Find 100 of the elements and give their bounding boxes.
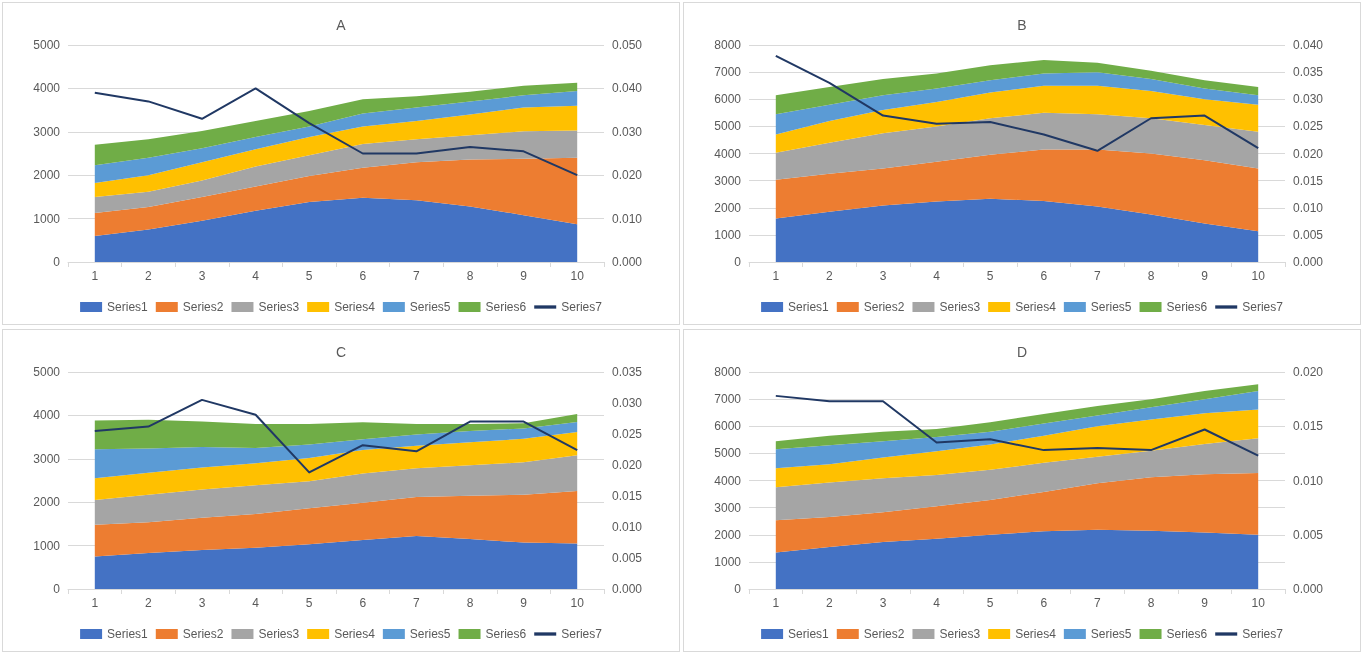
- legend-label: Series7: [1242, 300, 1284, 314]
- x-tick-label: 1: [91, 596, 99, 610]
- x-tick-label: 6: [1040, 269, 1048, 283]
- y2-tick-label: 0.010: [612, 520, 643, 534]
- x-tick-label: 10: [570, 269, 585, 283]
- legend-label: Series3: [939, 627, 981, 641]
- chart-title: A: [336, 17, 347, 33]
- y2-tick-label: 0.000: [1293, 582, 1324, 596]
- x-tick-label: 8: [1147, 596, 1155, 610]
- x-tick-label: 3: [879, 596, 887, 610]
- y2-tick-label: 0.035: [612, 365, 643, 379]
- legend-label: Series4: [1015, 300, 1057, 314]
- y2-tick-label: 0.005: [1293, 527, 1324, 542]
- legend-label: Series1: [788, 627, 830, 641]
- y-tick-label: 6000: [714, 419, 742, 434]
- legend-label: Series6: [485, 300, 527, 314]
- x-tick-label: 8: [1147, 269, 1155, 283]
- y2-tick-label: 0.010: [1293, 473, 1324, 488]
- y2-tick-label: 0.020: [1293, 365, 1324, 379]
- x-tick-label: 9: [520, 596, 528, 610]
- y2-tick-label: 0.020: [1293, 146, 1324, 161]
- legend-label: Series4: [334, 300, 376, 314]
- x-tick-label: 8: [466, 269, 474, 283]
- y-tick-label: 5000: [714, 446, 742, 461]
- y-tick-label: 3000: [33, 124, 61, 139]
- y-tick-label: 1000: [33, 538, 61, 553]
- x-tick-label: 9: [1201, 269, 1209, 283]
- legend-label: Series5: [1090, 627, 1132, 641]
- x-tick-label: 4: [252, 596, 260, 610]
- x-tick-label: 5: [986, 596, 994, 610]
- legend-label: Series3: [258, 627, 300, 641]
- x-tick-label: 8: [466, 596, 474, 610]
- y-tick-label: 4000: [714, 473, 742, 488]
- y2-tick-label: 0.005: [1293, 227, 1324, 242]
- y-tick-label: 7000: [714, 65, 742, 80]
- x-tick-label: 3: [198, 269, 206, 283]
- line-series: [774, 394, 1260, 457]
- x-tick-label: 2: [145, 596, 153, 610]
- y-tick-label: 5000: [714, 119, 742, 134]
- y-tick-label: 0: [734, 255, 742, 269]
- y-tick-label: 2000: [33, 168, 61, 183]
- x-tick-label: 2: [826, 269, 834, 283]
- y2-tick-label: 0.025: [1293, 119, 1324, 134]
- legend-label: Series5: [1090, 300, 1132, 314]
- legend-label: Series1: [788, 300, 830, 314]
- y-tick-label: 3000: [33, 451, 61, 466]
- x-tick-label: 5: [986, 269, 994, 283]
- x-tick-label: 4: [933, 269, 941, 283]
- y-tick-label: 8000: [714, 365, 742, 379]
- y2-tick-label: 0.040: [1293, 38, 1324, 52]
- chart-title: B: [1017, 17, 1027, 33]
- y2-tick-label: 0.035: [1293, 65, 1324, 80]
- y2-tick-label: 0.030: [612, 396, 643, 410]
- y2-tick-label: 0.015: [1293, 173, 1324, 188]
- y-tick-label: 7000: [714, 392, 742, 407]
- legend-label: Series4: [1015, 627, 1057, 641]
- y-tick-label: 3000: [714, 173, 742, 188]
- legend-label: Series2: [182, 627, 224, 641]
- y-tick-label: 2000: [714, 527, 742, 542]
- y2-tick-label: 0.010: [612, 211, 643, 226]
- legend-label: Series7: [561, 300, 603, 314]
- chart-title: D: [1016, 344, 1028, 360]
- legend-label: Series2: [182, 300, 224, 314]
- x-tick-label: 6: [359, 596, 367, 610]
- x-tick-label: 7: [1094, 596, 1102, 610]
- legend-label: Series6: [1166, 627, 1208, 641]
- x-tick-label: 5: [305, 269, 313, 283]
- x-tick-label: 2: [826, 596, 834, 610]
- x-tick-label: 5: [305, 596, 313, 610]
- y2-tick-label: 0.030: [1293, 92, 1324, 107]
- x-tick-label: 4: [933, 596, 941, 610]
- y2-tick-label: 0.010: [1293, 200, 1324, 215]
- y2-tick-label: 0.000: [1293, 255, 1324, 269]
- y2-tick-label: 0.015: [1293, 419, 1324, 434]
- x-tick-label: 7: [413, 269, 421, 283]
- y-tick-label: 0: [53, 255, 61, 269]
- legend-label: Series1: [107, 627, 149, 641]
- y-tick-label: 1000: [714, 227, 742, 242]
- x-tick-label: 6: [359, 269, 367, 283]
- legend-label: Series5: [409, 300, 451, 314]
- x-tick-label: 10: [570, 596, 585, 610]
- y-tick-label: 2000: [714, 200, 742, 215]
- y2-tick-label: 0.030: [612, 124, 643, 139]
- line-series: [774, 54, 1260, 152]
- x-tick-label: 9: [520, 269, 528, 283]
- y2-tick-label: 0.025: [612, 427, 643, 441]
- y-tick-label: 4000: [33, 81, 61, 96]
- y-tick-label: 8000: [714, 38, 742, 52]
- y2-tick-label: 0.050: [612, 38, 643, 52]
- y-tick-label: 6000: [714, 92, 742, 107]
- y2-tick-label: 0.000: [612, 255, 643, 269]
- legend-label: Series5: [409, 627, 451, 641]
- legend-label: Series2: [863, 627, 905, 641]
- legend-label: Series1: [107, 300, 149, 314]
- y2-tick-label: 0.015: [612, 489, 643, 503]
- y-tick-label: 0: [734, 582, 742, 596]
- legend-label: Series6: [485, 627, 527, 641]
- legend-label: Series2: [863, 300, 905, 314]
- legend-label: Series3: [939, 300, 981, 314]
- legend-label: Series4: [334, 627, 376, 641]
